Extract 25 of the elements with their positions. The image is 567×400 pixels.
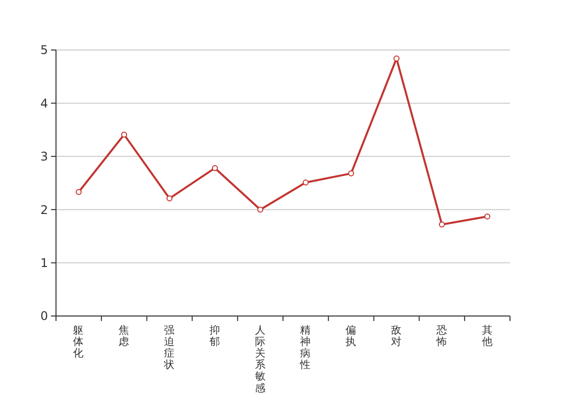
- point: [348, 170, 354, 176]
- y-tick-label: 2: [40, 202, 48, 217]
- point: [484, 214, 490, 220]
- point: [438, 221, 445, 228]
- x-tick-label: 敌对: [391, 324, 402, 348]
- y-tick-label: 5: [40, 43, 48, 58]
- point: [302, 179, 309, 186]
- point: [212, 165, 218, 172]
- y-tick-label: 0: [40, 309, 48, 324]
- point: [76, 189, 82, 196]
- x-tick-label: 其他: [482, 324, 493, 348]
- x-tick-label: 精神病性: [299, 324, 312, 372]
- point: [121, 132, 128, 138]
- x-tick-label: 躯体化: [73, 324, 84, 360]
- x-tick-label: 偏执: [346, 324, 357, 348]
- y-tick-label: 1: [40, 256, 48, 270]
- y-tick-label: 4: [40, 96, 48, 110]
- x-tick-label: 焦虑: [118, 324, 130, 348]
- x-tick-label: 人际关系敏感: [254, 324, 266, 394]
- point: [257, 206, 264, 213]
- x-tick-label: 恐怖: [435, 324, 448, 348]
- y-tick-label: 3: [40, 150, 48, 164]
- point: [166, 195, 172, 202]
- x-tick-label: 强迫症状: [163, 324, 175, 372]
- x-tick-label: 抑郁: [209, 324, 220, 348]
